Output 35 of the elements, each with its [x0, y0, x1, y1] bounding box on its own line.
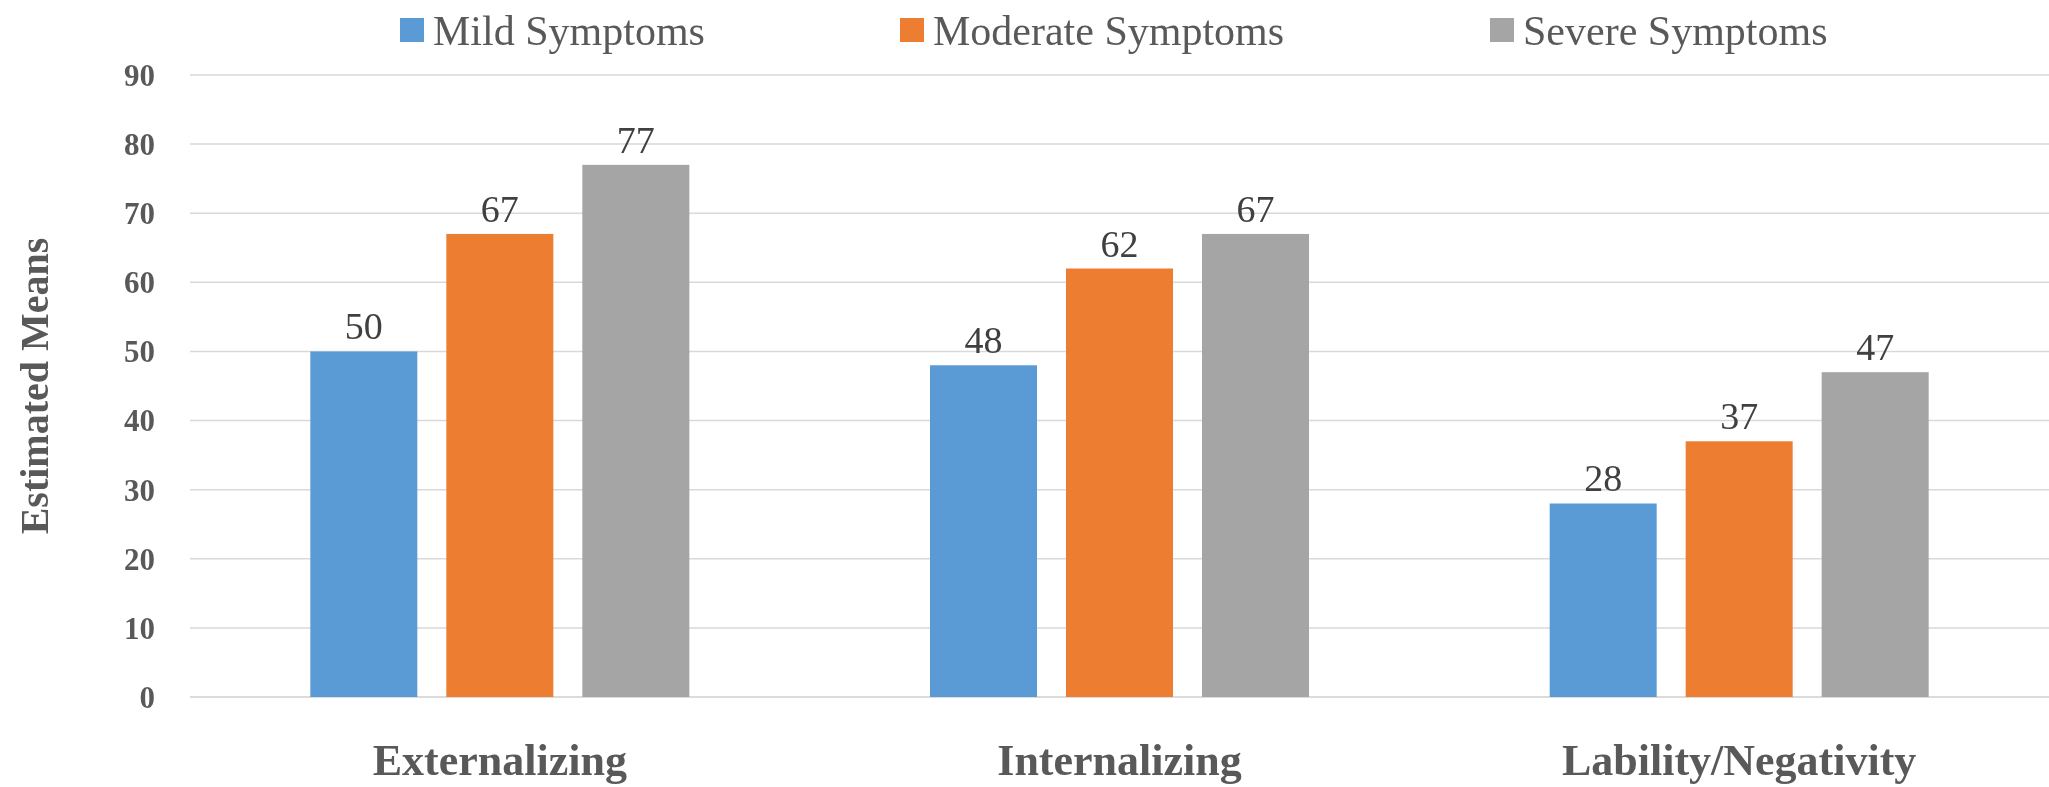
y-tick-label: 10 — [124, 610, 155, 646]
y-tick-label: 40 — [124, 403, 155, 439]
data-label: 50 — [344, 305, 383, 348]
legend-label: Moderate Symptoms — [933, 7, 1285, 54]
y-tick-label: 20 — [124, 541, 155, 577]
bar — [310, 351, 418, 697]
bar — [930, 365, 1037, 697]
data-label: 48 — [964, 319, 1003, 362]
x-tick-label: Internalizing — [997, 736, 1242, 785]
legend-label: Mild Symptoms — [433, 7, 705, 54]
data-label: 28 — [1584, 457, 1623, 500]
bar — [1066, 268, 1173, 697]
bar — [1549, 503, 1657, 697]
x-tick-label: Externalizing — [372, 736, 627, 785]
y-axis-title: Estimated Means — [12, 237, 57, 535]
bar — [1685, 441, 1793, 697]
bar — [582, 164, 690, 697]
y-tick-label: 30 — [124, 472, 155, 508]
data-label: 77 — [616, 118, 655, 161]
data-label: 62 — [1100, 222, 1139, 265]
bar — [1821, 372, 1929, 697]
legend-label: Severe Symptoms — [1523, 7, 1828, 54]
bar — [1202, 233, 1309, 697]
y-tick-label: 0 — [139, 679, 155, 715]
y-tick-label: 80 — [124, 126, 155, 162]
y-tick-label: 90 — [124, 57, 155, 93]
y-tick-label: 70 — [124, 196, 155, 232]
data-label: 37 — [1720, 395, 1759, 438]
bar — [446, 233, 554, 697]
y-tick-label: 60 — [124, 265, 155, 301]
y-tick-label: 50 — [124, 334, 155, 370]
data-label: 47 — [1856, 326, 1895, 369]
x-tick-label: Lability/Negativity — [1561, 736, 1917, 785]
data-label: 67 — [1236, 187, 1275, 230]
data-label: 67 — [480, 187, 519, 230]
